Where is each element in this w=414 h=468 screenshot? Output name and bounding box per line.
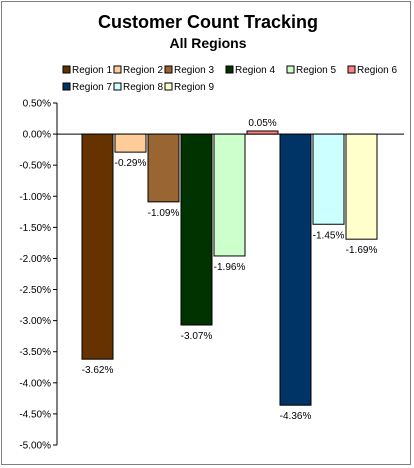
y-tick-label: -1.00% [19, 192, 51, 203]
y-tick-label: -5.00% [19, 441, 51, 452]
bar [345, 133, 378, 240]
bar [180, 133, 213, 326]
value-label: -1.69% [346, 245, 378, 256]
legend-swatch [347, 65, 356, 74]
legend-item: Region 4 [225, 65, 275, 76]
legend-item: Region 8 [113, 82, 163, 93]
y-tick-label: -2.50% [19, 285, 51, 296]
legend-swatch [62, 65, 71, 74]
bar [312, 133, 345, 225]
legend-label: Region 2 [123, 65, 163, 76]
legend-label: Region 4 [235, 65, 275, 76]
legend-label: Region 8 [123, 82, 163, 93]
chart-subtitle: All Regions [169, 35, 246, 51]
legend-swatch [286, 65, 295, 74]
legend-item: Region 7 [62, 82, 112, 93]
y-tick-label: 0.00% [23, 130, 51, 141]
legend-item: Region 5 [286, 65, 336, 76]
bar [147, 133, 180, 203]
y-tick-label: -3.50% [19, 347, 51, 358]
legend-item: Region 1 [62, 65, 112, 76]
legend-swatch [164, 65, 173, 74]
bar [246, 130, 279, 135]
value-label: -3.07% [181, 331, 213, 342]
value-label: 0.05% [248, 118, 276, 129]
y-tick-label: -4.50% [19, 409, 51, 420]
value-label: -4.36% [280, 411, 312, 422]
y-tick-label: -1.50% [19, 223, 51, 234]
value-label: -1.96% [214, 262, 246, 273]
chart-title: Customer Count Tracking [98, 12, 318, 32]
bar [213, 133, 246, 257]
legend-label: Region 1 [72, 65, 112, 76]
legend-label: Region 7 [72, 82, 112, 93]
legend-swatch [164, 82, 173, 91]
legend-swatch [225, 65, 234, 74]
legend-item: Region 3 [164, 65, 214, 76]
legend-label: Region 6 [357, 65, 397, 76]
bars [81, 130, 378, 406]
legend-item: Region 6 [347, 65, 397, 76]
y-tick-label: -2.00% [19, 254, 51, 265]
value-labels: -3.62% -0.29% -1.09% -3.07% -1.96% 0.05% -4.36… [82, 118, 378, 422]
y-tick-label: 0.50% [23, 99, 51, 110]
bar [114, 133, 147, 153]
legend-swatch [113, 65, 122, 74]
value-label: -0.29% [115, 158, 147, 169]
legend-item: Region 9 [164, 82, 214, 93]
value-label: -1.09% [148, 208, 180, 219]
legend-label: Region 3 [174, 65, 214, 76]
legend: Region 1 Region 2 Region 3 Region 4 Region 5… [62, 65, 397, 93]
value-label: -3.62% [82, 365, 114, 376]
y-tick-label: -0.50% [19, 161, 51, 172]
legend-swatch [62, 82, 71, 91]
bar [279, 133, 312, 406]
y-tick-label: -3.00% [19, 316, 51, 327]
legend-item: Region 2 [113, 65, 163, 76]
legend-label: Region 9 [174, 82, 214, 93]
legend-swatch [113, 82, 122, 91]
value-label: -1.45% [313, 230, 345, 241]
bar [81, 133, 114, 360]
y-tick-label: -4.00% [19, 378, 51, 389]
legend-label: Region 5 [296, 65, 336, 76]
